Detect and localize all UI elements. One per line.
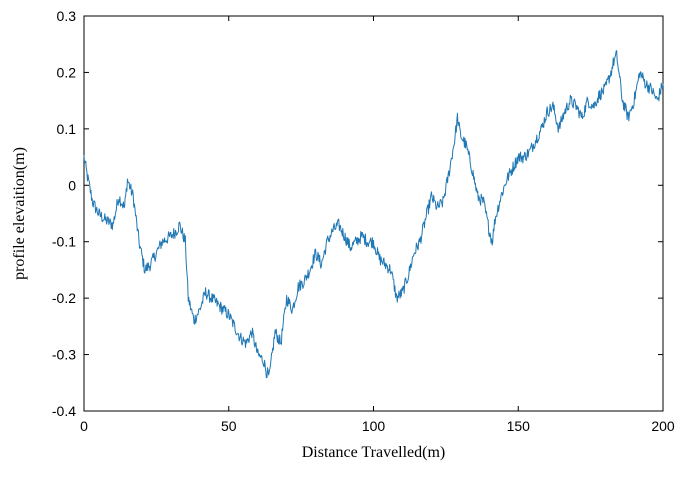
y-axis: -0.4 -0.3 -0.2 -0.1 0 0.1 0.2 0.3 [52, 8, 663, 419]
y-tick-label: 0.3 [57, 8, 77, 24]
y-tick-label: -0.1 [52, 234, 76, 250]
y-tick-label: -0.2 [52, 290, 76, 306]
x-tick-label: 100 [362, 418, 386, 434]
y-axis-title: profile elevaition(m) [11, 147, 28, 280]
y-tick-label: -0.4 [52, 403, 76, 419]
series-line [83, 50, 664, 379]
y-tick-label: -0.3 [52, 347, 76, 363]
x-tick-label: 200 [651, 418, 675, 434]
series-layer [83, 50, 664, 379]
y-tick-label: 0 [68, 177, 76, 193]
x-axis-title: Distance Travelled(m) [302, 444, 446, 461]
y-tick-label: 0.2 [57, 64, 77, 80]
x-tick-label: 0 [80, 418, 88, 434]
x-tick-label: 50 [221, 418, 237, 434]
y-tick-label: 0.1 [57, 121, 77, 137]
x-axis: 0 50 100 150 200 [80, 16, 675, 434]
plot-frame [83, 15, 664, 412]
plot-area [83, 15, 664, 412]
x-tick-label: 150 [507, 418, 531, 434]
